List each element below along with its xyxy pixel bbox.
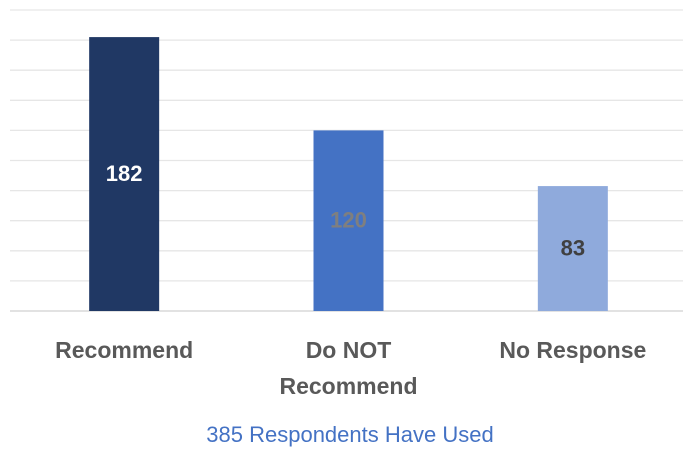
x-tick-label: Recommend [55, 337, 193, 363]
bar [537, 186, 608, 311]
value-label: 120 [330, 208, 367, 233]
bar [313, 130, 384, 311]
x-axis-label: 385 Respondents Have Used [206, 422, 493, 447]
x-tick-label: No Response [499, 337, 646, 363]
bar [89, 37, 160, 312]
x-tick-label: Do NOT Recommend [279, 337, 417, 399]
value-label: 182 [106, 161, 143, 186]
value-label: 83 [561, 235, 585, 260]
